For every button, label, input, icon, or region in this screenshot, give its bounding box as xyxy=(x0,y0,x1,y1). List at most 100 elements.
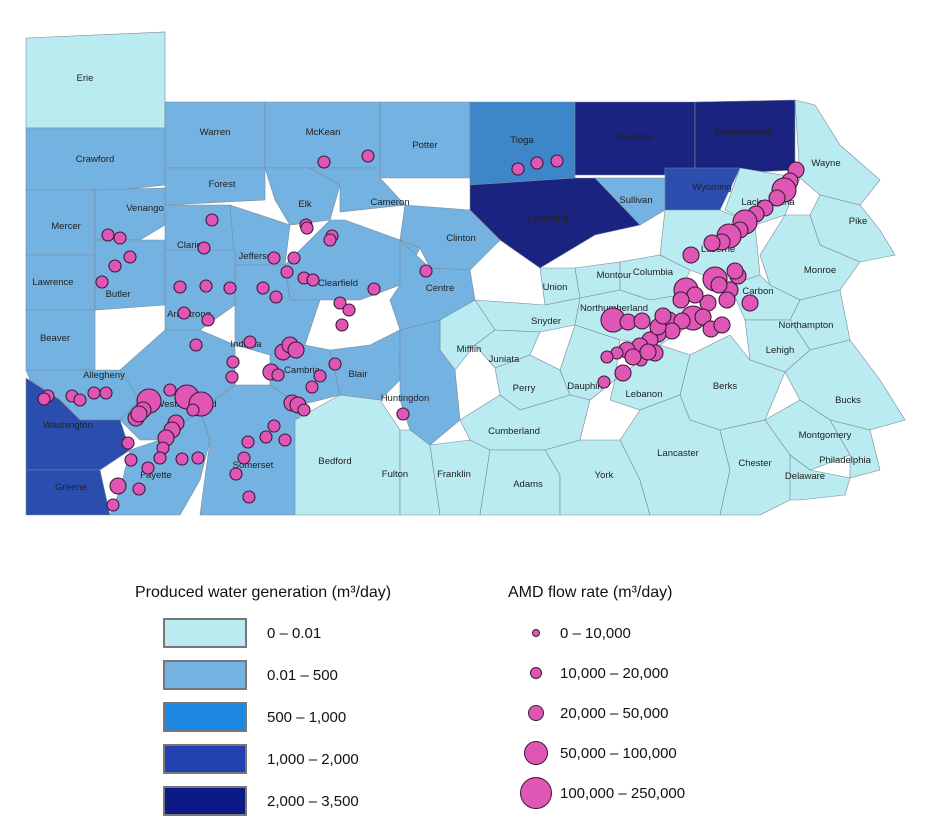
amd-site-marker xyxy=(367,282,381,296)
amd-site-marker xyxy=(713,316,731,334)
fill-legend-swatch xyxy=(163,702,247,732)
fill-legend-label: 0 – 0.01 xyxy=(267,624,322,642)
county-label: Washington xyxy=(43,420,93,431)
fill-legend-swatch xyxy=(163,786,247,816)
county-label: Franklin xyxy=(437,469,471,480)
dot-legend-label: 50,000 – 100,000 xyxy=(560,744,677,762)
fill-legend-label: 0.01 – 500 xyxy=(267,666,338,684)
county-label: Wyoming xyxy=(692,182,732,193)
amd-site-marker xyxy=(87,386,101,400)
amd-site-marker xyxy=(300,221,314,235)
amd-site-marker xyxy=(109,477,127,495)
amd-site-marker xyxy=(633,312,651,330)
county-label: Pike xyxy=(849,216,867,227)
amd-site-marker xyxy=(226,355,240,369)
county-label: Monroe xyxy=(804,265,836,276)
county-label: Elk xyxy=(298,199,311,210)
fill-legend-swatch xyxy=(163,744,247,774)
county-label: Bradford xyxy=(617,132,653,143)
amd-site-marker xyxy=(237,451,251,465)
county-label: Somerset xyxy=(233,460,274,471)
amd-site-marker xyxy=(141,461,155,475)
county-label: Venango xyxy=(126,203,164,214)
amd-site-marker xyxy=(718,291,736,309)
county-label: Butler xyxy=(106,289,131,300)
amd-site-marker xyxy=(710,276,728,294)
amd-site-marker xyxy=(106,498,120,512)
amd-site-marker xyxy=(305,380,319,394)
county-label: Lebanon xyxy=(626,389,663,400)
amd-site-marker xyxy=(132,482,146,496)
fill-legend-row: 500 – 1,000 xyxy=(163,702,346,732)
amd-site-marker xyxy=(197,241,211,255)
amd-site-marker xyxy=(597,375,611,389)
amd-site-marker xyxy=(306,273,320,287)
county-label: Huntingdon xyxy=(381,393,430,404)
amd-site-marker xyxy=(189,338,203,352)
amd-site-marker xyxy=(175,452,189,466)
amd-site-marker xyxy=(177,306,191,320)
dot-legend-label: 100,000 – 250,000 xyxy=(560,784,686,802)
dot-legend-marker xyxy=(524,741,548,765)
amd-site-marker xyxy=(267,251,281,265)
county-label: Snyder xyxy=(531,316,561,327)
amd-site-marker xyxy=(361,149,375,163)
dot-legend-row: 100,000 – 250,000 xyxy=(516,777,686,809)
amd-site-marker xyxy=(741,294,759,312)
amd-site-marker xyxy=(229,467,243,481)
county-label: Columbia xyxy=(633,267,674,278)
county-label: Union xyxy=(543,282,568,293)
county-label: Centre xyxy=(426,283,455,294)
county-label: Warren xyxy=(200,127,231,138)
amd-site-marker xyxy=(267,419,281,433)
amd-site-marker xyxy=(333,296,347,310)
amd-site-marker xyxy=(550,154,564,168)
county-label: Susquehanna xyxy=(714,127,773,138)
amd-site-marker xyxy=(124,453,138,467)
dot-legend-title: AMD flow rate (m³/day) xyxy=(508,584,673,601)
county-label: Beaver xyxy=(40,333,70,344)
dot-legend-label: 20,000 – 50,000 xyxy=(560,704,669,722)
county-label: Lehigh xyxy=(766,345,795,356)
county-label: Fulton xyxy=(382,469,408,480)
amd-site-marker xyxy=(123,250,137,264)
amd-site-marker xyxy=(654,307,672,325)
county-label: Mercer xyxy=(51,221,81,232)
amd-site-marker xyxy=(173,280,187,294)
amd-site-marker xyxy=(101,228,115,242)
amd-site-marker xyxy=(328,357,342,371)
dot-legend-marker xyxy=(520,777,552,809)
county-delaware xyxy=(789,454,851,501)
amd-site-marker xyxy=(205,213,219,227)
dot-legend-row: 10,000 – 20,000 xyxy=(516,660,668,686)
amd-site-marker xyxy=(130,405,148,423)
amd-site-marker xyxy=(639,343,657,361)
amd-site-marker xyxy=(199,279,213,293)
county-label: Greene xyxy=(55,482,87,493)
amd-site-marker xyxy=(242,490,256,504)
county-label: Crawford xyxy=(76,154,115,165)
county-philadelphia xyxy=(829,419,881,479)
dot-legend-row: 20,000 – 50,000 xyxy=(516,700,668,726)
dot-legend-marker xyxy=(532,629,540,637)
county-label: Montour xyxy=(597,270,632,281)
county-crawford xyxy=(25,127,166,191)
fill-legend-row: 1,000 – 2,000 xyxy=(163,744,359,774)
amd-site-marker xyxy=(223,281,237,295)
amd-site-marker xyxy=(726,262,744,280)
county-venango xyxy=(94,187,166,241)
county-label: Lawrence xyxy=(32,277,73,288)
fill-legend-label: 2,000 – 3,500 xyxy=(267,792,359,810)
amd-site-marker xyxy=(259,430,273,444)
county-label: Lycoming xyxy=(528,213,568,224)
amd-site-marker xyxy=(682,246,700,264)
amd-site-marker xyxy=(191,451,205,465)
amd-site-marker xyxy=(269,290,283,304)
amd-site-marker xyxy=(530,156,544,170)
amd-site-marker xyxy=(511,162,525,176)
amd-site-marker xyxy=(95,275,109,289)
amd-site-marker xyxy=(342,303,356,317)
fill-legend-label: 1,000 – 2,000 xyxy=(267,750,359,768)
county-label: Cameron xyxy=(370,197,409,208)
county-bedford xyxy=(294,394,401,516)
